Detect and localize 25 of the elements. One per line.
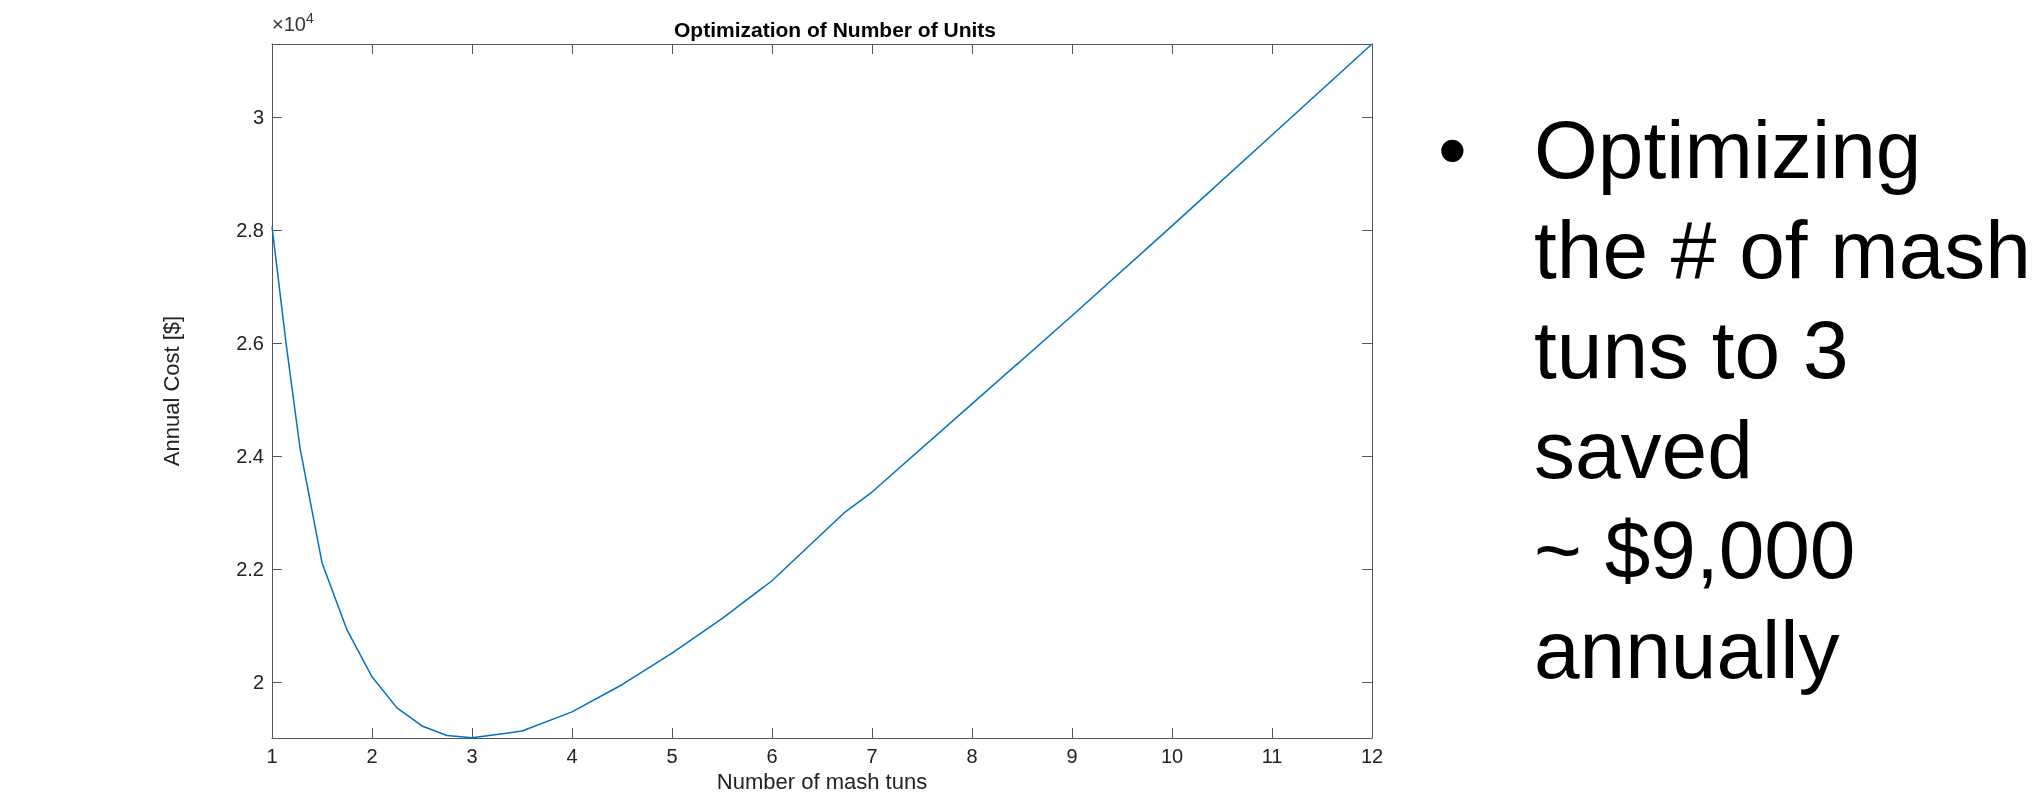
y-tick-label: 2 — [252, 670, 264, 693]
y-axis-title: Annual Cost [$] — [158, 315, 184, 467]
x-tick-label: 9 — [1066, 745, 1078, 767]
x-tick-label: 5 — [666, 745, 678, 767]
text: • — [1438, 103, 1467, 197]
y-tick-label: 3 — [252, 105, 264, 128]
x-tick-label: 4 — [566, 745, 578, 767]
text: Optimizing the # of mash tuns to 3 saved ~ $9,000 annually — [1534, 103, 2032, 697]
x-tick-label: 11 — [1261, 745, 1283, 767]
chart-title: Optimization of Number of Units — [674, 18, 996, 41]
x-tick-label: 12 — [1360, 745, 1384, 767]
x-tick-label: 1 — [266, 745, 278, 767]
x-tick-label: 8 — [966, 745, 978, 767]
y-tick-label: 2.8 — [236, 218, 264, 241]
x-tick-label: 6 — [766, 745, 778, 767]
y-tick-label: 2.2 — [236, 557, 264, 580]
y-tick-label: 2.6 — [236, 331, 264, 354]
y-tick-label: 2.4 — [236, 444, 264, 467]
x-axis-title: Number of mash tuns — [716, 769, 928, 795]
line-series — [271, 43, 1373, 739]
x-tick-label: 2 — [366, 745, 378, 767]
x-tick-label: 7 — [866, 745, 878, 767]
x-tick-label: 3 — [466, 745, 478, 767]
x-tick-label: 10 — [1160, 745, 1184, 767]
text: ×10$^{4}$ — [272, 10, 314, 36]
